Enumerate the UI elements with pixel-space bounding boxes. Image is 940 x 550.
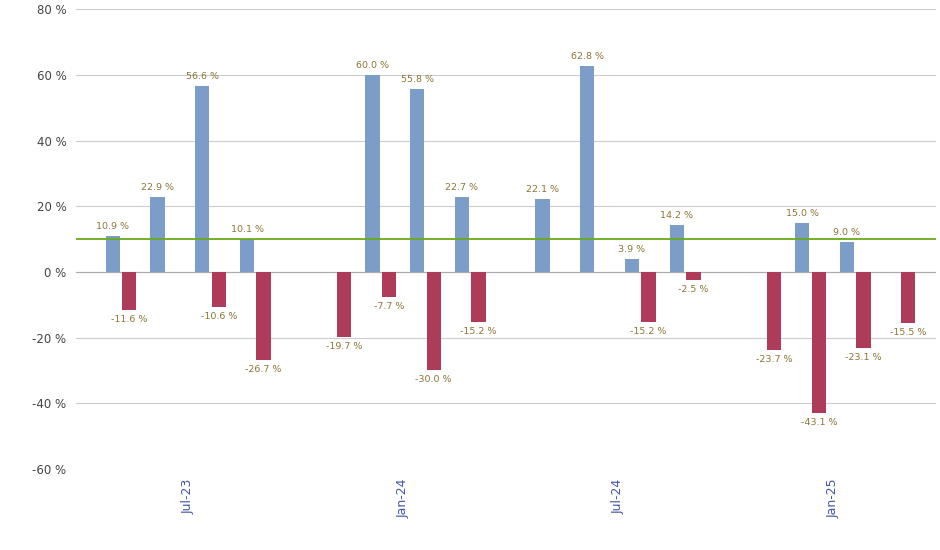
- Bar: [641, 272, 656, 322]
- Bar: [240, 239, 254, 272]
- Bar: [455, 197, 469, 272]
- Text: 22.7 %: 22.7 %: [446, 184, 478, 192]
- Bar: [856, 272, 870, 348]
- Text: -15.2 %: -15.2 %: [461, 327, 496, 336]
- Bar: [382, 272, 396, 297]
- Text: 15.0 %: 15.0 %: [786, 209, 819, 218]
- Bar: [410, 89, 424, 272]
- Text: 9.0 %: 9.0 %: [834, 228, 860, 238]
- Text: 22.1 %: 22.1 %: [526, 185, 559, 194]
- Bar: [669, 226, 684, 272]
- Text: -7.7 %: -7.7 %: [374, 302, 404, 311]
- Bar: [150, 197, 164, 272]
- Text: 60.0 %: 60.0 %: [356, 61, 389, 70]
- Bar: [901, 272, 916, 323]
- Text: -23.7 %: -23.7 %: [756, 355, 792, 364]
- Bar: [105, 236, 120, 272]
- Bar: [580, 65, 594, 272]
- Text: -19.7 %: -19.7 %: [326, 342, 362, 350]
- Text: -43.1 %: -43.1 %: [801, 419, 837, 427]
- Text: -15.5 %: -15.5 %: [890, 328, 927, 337]
- Bar: [212, 272, 226, 307]
- Text: 10.1 %: 10.1 %: [230, 225, 263, 234]
- Bar: [767, 272, 781, 350]
- Bar: [795, 223, 809, 272]
- Text: 62.8 %: 62.8 %: [571, 52, 603, 60]
- Bar: [196, 86, 210, 272]
- Bar: [536, 199, 550, 272]
- Text: -11.6 %: -11.6 %: [111, 315, 148, 324]
- Text: -23.1 %: -23.1 %: [845, 353, 882, 362]
- Bar: [471, 272, 486, 322]
- Text: -2.5 %: -2.5 %: [678, 285, 709, 294]
- Text: -15.2 %: -15.2 %: [631, 327, 666, 336]
- Bar: [337, 272, 352, 337]
- Text: -30.0 %: -30.0 %: [415, 376, 452, 384]
- Text: 14.2 %: 14.2 %: [660, 211, 694, 221]
- Bar: [811, 272, 826, 414]
- Text: -26.7 %: -26.7 %: [245, 365, 282, 373]
- Text: 22.9 %: 22.9 %: [141, 183, 174, 192]
- Text: 56.6 %: 56.6 %: [186, 72, 219, 81]
- Text: 55.8 %: 55.8 %: [400, 75, 433, 84]
- Bar: [625, 259, 639, 272]
- Bar: [839, 243, 854, 272]
- Bar: [122, 272, 136, 310]
- Bar: [427, 272, 441, 371]
- Bar: [366, 75, 380, 272]
- Text: 10.9 %: 10.9 %: [96, 222, 129, 231]
- Bar: [257, 272, 271, 360]
- Bar: [686, 272, 700, 280]
- Text: -10.6 %: -10.6 %: [200, 312, 237, 321]
- Text: 3.9 %: 3.9 %: [619, 245, 646, 254]
